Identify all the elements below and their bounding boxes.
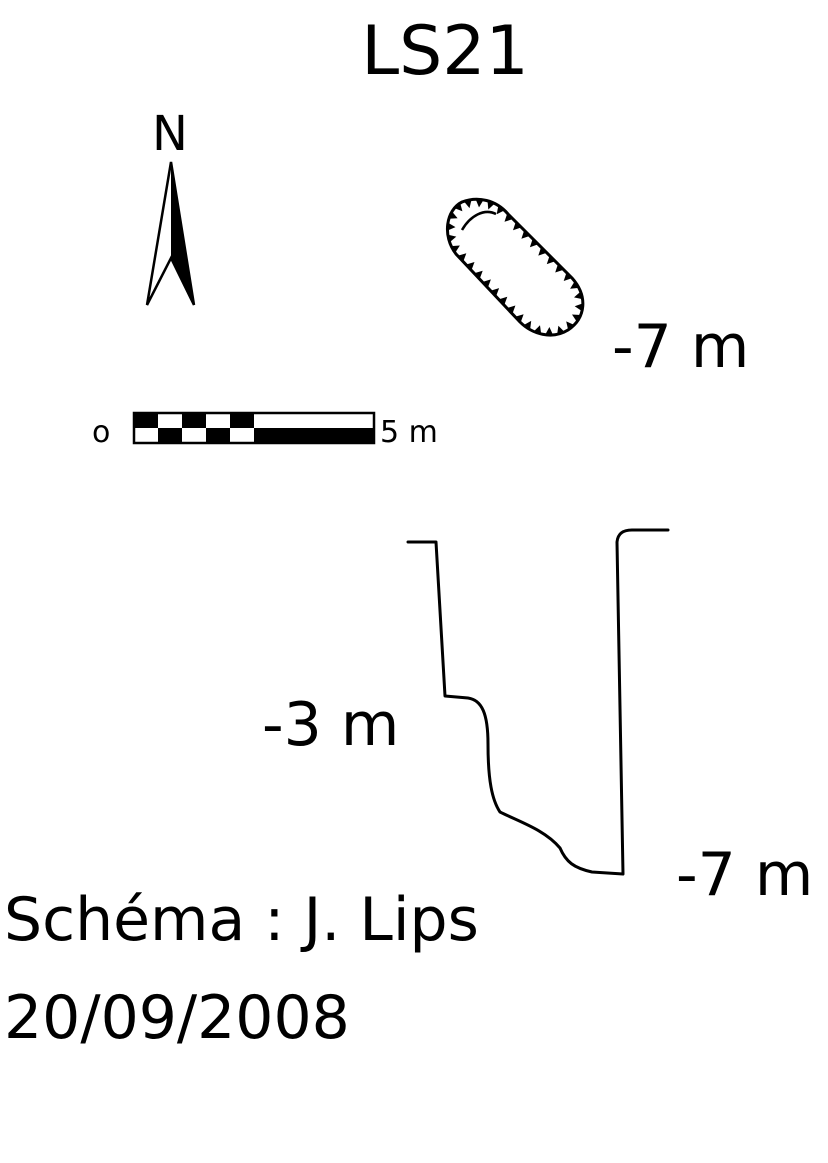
hachure-tick xyxy=(496,205,505,215)
hachure-tick xyxy=(475,199,484,208)
hachure-tick xyxy=(451,245,460,253)
hachure-tick xyxy=(572,314,581,322)
shaft-plan-outline xyxy=(445,197,585,337)
scale-bar-graphic xyxy=(132,411,376,445)
hachure-tick xyxy=(570,281,579,289)
hachure-tick xyxy=(546,255,556,265)
scale-bar-start-label: o xyxy=(92,415,110,450)
credit-date: 20/09/2008 xyxy=(4,983,350,1053)
hachure-tick xyxy=(465,262,475,271)
plan-depth-label: -7 m xyxy=(612,312,749,382)
shaft-plan-inner-ledge xyxy=(460,210,497,231)
hachure-tick xyxy=(498,296,508,306)
hachure-tick xyxy=(521,230,530,239)
hachure-tick xyxy=(463,199,472,209)
hachure-tick xyxy=(557,325,565,335)
hachure-tick xyxy=(490,288,500,297)
hachure-tick xyxy=(529,238,539,248)
section-bottom-depth-label: -7 m xyxy=(676,840,813,910)
hachure-tick xyxy=(566,321,575,331)
scale-bar: o 5 m xyxy=(92,411,438,450)
shaft-section-profile xyxy=(406,528,670,876)
hachure-tick xyxy=(482,279,491,288)
hachure-tick xyxy=(523,320,532,330)
credit-author: Schéma : J. Lips xyxy=(4,885,479,955)
north-arrow-shaded-half-icon xyxy=(171,162,194,305)
hachure-tick xyxy=(538,247,547,256)
hachure-tick xyxy=(487,200,495,210)
hachure-tick xyxy=(454,202,463,212)
hachure-tick xyxy=(506,305,516,314)
north-label: N xyxy=(152,106,188,162)
hachure-tick xyxy=(447,222,456,231)
hachure-tick xyxy=(545,327,554,336)
section-view: -3 m -7 m xyxy=(262,528,813,910)
hachure-tick xyxy=(447,234,457,243)
section-ledge-depth-label: -3 m xyxy=(262,690,399,760)
hachure-tick xyxy=(533,325,542,335)
hachure-tick xyxy=(563,272,573,281)
hachure-tick xyxy=(513,221,522,231)
scale-bar-end-label: 5 m xyxy=(380,415,438,450)
hachure-tick xyxy=(515,314,524,323)
hachure-tick xyxy=(574,291,583,300)
hachure-tick xyxy=(504,213,513,222)
hachure-tick xyxy=(555,264,564,273)
hachure-tick xyxy=(574,303,584,312)
hachure-tick xyxy=(457,253,467,262)
shaft-plan-hachures xyxy=(447,199,584,336)
diagram-title: LS21 xyxy=(361,12,529,91)
plan-view: -7 m xyxy=(445,197,749,382)
hachure-tick xyxy=(474,270,483,280)
credit-block: Schéma : J. Lips 20/09/2008 xyxy=(4,885,479,1053)
north-arrow: N xyxy=(145,106,196,306)
hachure-tick xyxy=(448,211,458,219)
